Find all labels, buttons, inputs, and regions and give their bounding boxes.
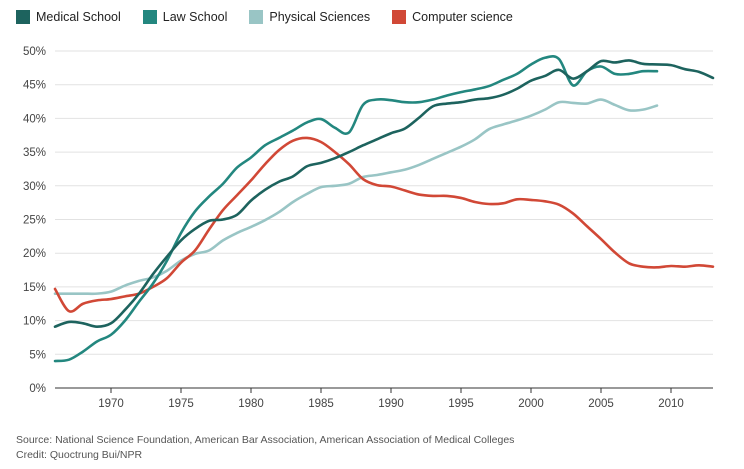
- series-line-computer-science: [53, 136, 715, 313]
- series-layer: [53, 55, 715, 363]
- y-tick-label-0: 0%: [29, 383, 46, 395]
- x-tick-label-2005: 2005: [588, 398, 614, 410]
- y-tick-label-10: 10%: [23, 316, 46, 328]
- legend-item-computer-science[interactable]: Computer science: [392, 10, 513, 24]
- legend: Medical School Law School Physical Scien…: [16, 8, 535, 26]
- y-tick-label-35: 35%: [23, 147, 46, 159]
- y-tick-label-50: 50%: [23, 46, 46, 58]
- legend-label-physical-sciences: Physical Sciences: [269, 10, 371, 24]
- y-tick-label-5: 5%: [29, 349, 46, 361]
- x-tick-label-2010: 2010: [658, 398, 684, 410]
- y-tick-label-40: 40%: [23, 113, 46, 125]
- legend-swatch-physical-sciences: [249, 10, 264, 24]
- x-tick-label-1990: 1990: [378, 398, 404, 410]
- x-tick-label-1975: 1975: [168, 398, 194, 410]
- y-tick-label-25: 25%: [23, 215, 46, 227]
- legend-label-medical-school: Medical School: [36, 10, 121, 24]
- legend-swatch-computer-science: [392, 10, 407, 24]
- x-tick-label-1980: 1980: [238, 398, 264, 410]
- legend-swatch-law-school: [142, 10, 157, 24]
- footer: Source: National Science Foundation, Ame…: [16, 433, 514, 463]
- series-line-physical-sciences: [53, 98, 659, 296]
- line-chart: 0% 5% 10% 15% 20% 25% 30% 35% 40% 45% 50% 1970 1975 1…: [23, 46, 715, 410]
- y-tick-label-30: 30%: [23, 181, 46, 193]
- legend-item-physical-sciences[interactable]: Physical Sciences: [249, 10, 370, 24]
- legend-item-law-school[interactable]: Law School: [142, 10, 228, 24]
- y-tick-label-15: 15%: [23, 282, 46, 294]
- legend-swatch-medical-school: [16, 10, 30, 24]
- source-note: Source: National Science Foundation, Ame…: [16, 434, 515, 446]
- legend-label-law-school: Law School: [162, 10, 228, 24]
- y-tick-label-45: 45%: [23, 80, 46, 92]
- grid-layer: [55, 50, 713, 355]
- legend-item-medical-school[interactable]: Medical School: [16, 10, 121, 24]
- series-line-law-school: [53, 55, 659, 363]
- x-tick-label-1995: 1995: [448, 398, 474, 410]
- series-line-medical-school: [53, 59, 715, 328]
- y-tick-label-20: 20%: [23, 248, 46, 260]
- x-tick-label-2000: 2000: [518, 398, 544, 410]
- axis-layer: 0% 5% 10% 15% 20% 25% 30% 35% 40% 45% 50% 1970 1975 1…: [23, 46, 713, 410]
- x-tick-label-1985: 1985: [308, 398, 334, 410]
- legend-label-computer-science: Computer science: [412, 10, 513, 24]
- credit-note: Credit: Quoctrung Bui/NPR: [16, 449, 143, 461]
- x-tick-label-1970: 1970: [98, 398, 124, 410]
